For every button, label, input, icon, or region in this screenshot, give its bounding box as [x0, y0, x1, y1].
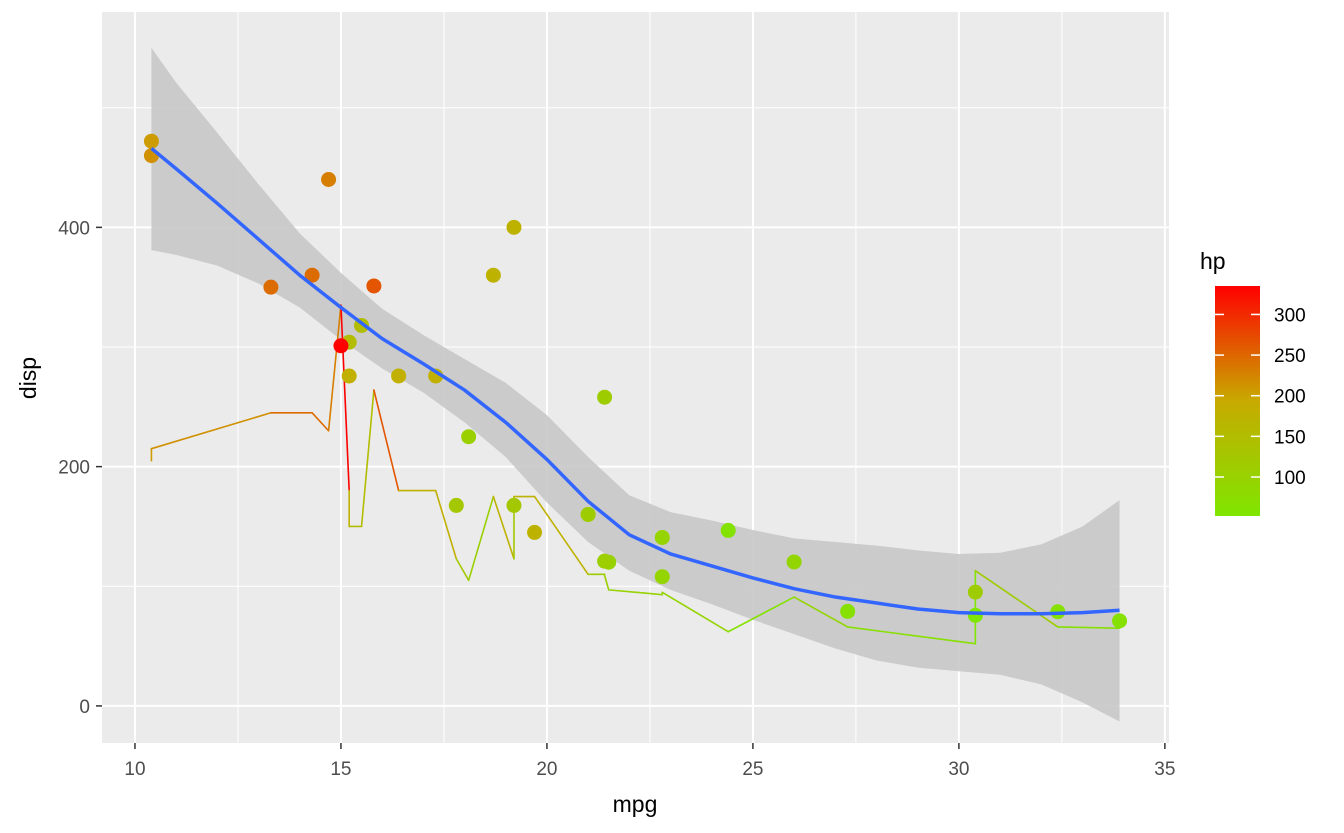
- data-point: [506, 497, 522, 513]
- data-point: [654, 569, 670, 585]
- legend-ticks: 100 150 200 250 300: [1215, 305, 1306, 489]
- data-point: [341, 368, 357, 384]
- data-point: [967, 607, 983, 623]
- data-point: [333, 338, 349, 354]
- data-point: [321, 171, 337, 187]
- legend-tick-label: 300: [1274, 305, 1306, 326]
- hp-line-segment: [533, 495, 589, 576]
- smooth-line: [150, 147, 1120, 616]
- hp-line-segment: [974, 569, 1059, 628]
- data-point: [597, 553, 613, 569]
- x-axis-ticks: 10 15 20 25 30 35: [124, 743, 1175, 780]
- data-point: [263, 279, 279, 295]
- y-axis-title: disp: [15, 357, 41, 399]
- hp-line-segment: [434, 489, 458, 560]
- confidence-band: [151, 47, 1120, 722]
- x-tick-label: 20: [536, 759, 557, 780]
- hp-line-segment: [327, 304, 342, 432]
- hp-line-segment: [846, 626, 977, 645]
- y-tick-label: 400: [58, 218, 90, 239]
- hp-line-segment: [340, 304, 350, 492]
- x-tick-label: 35: [1154, 759, 1175, 780]
- x-axis-title: mpg: [613, 791, 658, 817]
- legend: hp 100 150 200 250 300: [1200, 248, 1306, 516]
- data-point: [580, 506, 596, 522]
- x-tick-label: 30: [948, 759, 969, 780]
- data-point: [143, 133, 159, 149]
- data-point: [597, 389, 613, 405]
- y-tick-label: 200: [58, 458, 90, 479]
- hp-line-segment: [455, 557, 470, 582]
- hp-line-segment: [1056, 626, 1121, 629]
- y-tick-label: 0: [79, 697, 90, 718]
- legend-tick-label: 200: [1274, 387, 1306, 408]
- legend-colorbar: [1215, 286, 1260, 516]
- major-gridlines: [102, 12, 1169, 743]
- hp-line-segment: [793, 596, 849, 628]
- data-point: [506, 219, 522, 235]
- data-point: [527, 524, 543, 540]
- hp-line-segment: [607, 589, 664, 596]
- hp-line-segment: [467, 495, 495, 582]
- data-point: [448, 497, 464, 513]
- legend-tick-label: 150: [1274, 427, 1306, 448]
- hp-line-segment: [492, 495, 515, 560]
- hp-line-series: [150, 304, 1121, 645]
- hp-line-segment: [311, 411, 330, 432]
- confidence-band-layer: [151, 47, 1120, 722]
- hp-line-segment: [373, 389, 400, 492]
- data-point: [720, 522, 736, 538]
- hp-line-segment: [727, 596, 795, 633]
- data-point: [840, 603, 856, 619]
- x-tick-label: 15: [330, 759, 351, 780]
- data-point: [304, 267, 320, 283]
- data-point: [654, 529, 670, 545]
- hp-line-segment: [360, 389, 375, 528]
- legend-tick-label: 100: [1274, 468, 1306, 489]
- legend-title: hp: [1200, 248, 1226, 274]
- data-point: [786, 554, 802, 570]
- data-point: [1112, 613, 1128, 629]
- smooth-layer: [150, 147, 1120, 616]
- x-tick-label: 25: [742, 759, 763, 780]
- hp-line-segment: [150, 411, 272, 450]
- data-point: [461, 429, 477, 445]
- data-point: [967, 584, 983, 600]
- y-axis-ticks: 0 200 400: [58, 218, 102, 718]
- legend-tick-label: 250: [1274, 346, 1306, 367]
- data-point: [485, 267, 501, 283]
- hp-line-segment: [603, 574, 610, 591]
- x-tick-label: 10: [124, 759, 145, 780]
- hp-line-segment: [661, 591, 729, 633]
- data-point: [391, 368, 407, 384]
- data-point: [366, 278, 382, 294]
